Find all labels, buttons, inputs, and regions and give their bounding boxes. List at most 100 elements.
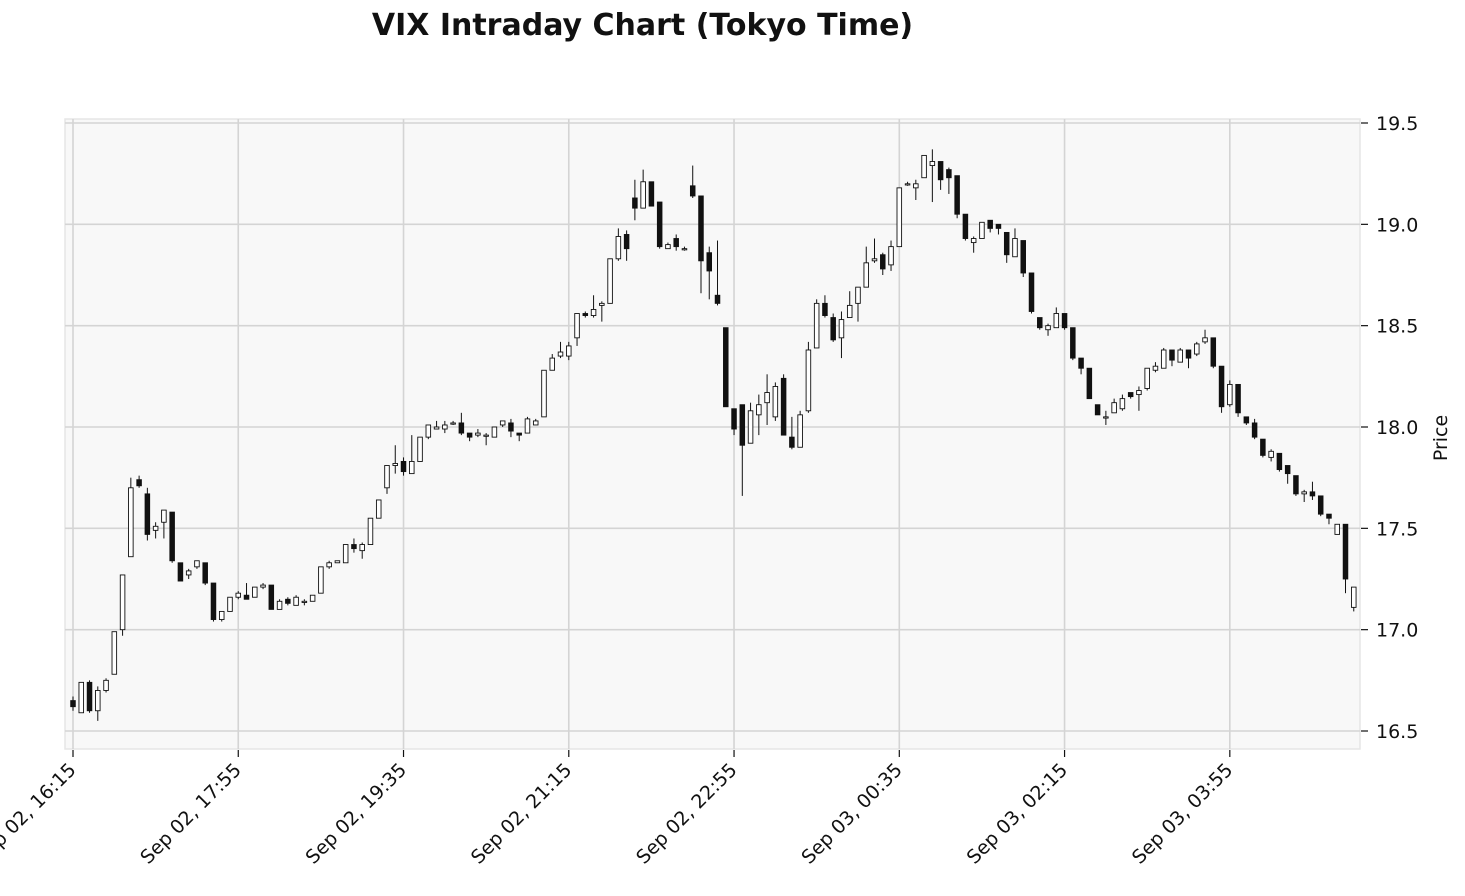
candle: [367, 517, 374, 545]
candle: [276, 599, 283, 610]
candle: [689, 165, 696, 198]
candle-body: [1326, 513, 1332, 519]
candle: [491, 426, 498, 438]
candle-body: [409, 461, 415, 475]
candle-body: [194, 560, 200, 568]
candle: [838, 311, 845, 359]
candle: [210, 582, 217, 622]
candle-body: [119, 574, 126, 631]
candle: [128, 477, 134, 558]
candle: [772, 382, 779, 421]
candle-body: [1284, 465, 1291, 475]
y-tick-label: 18.0: [1376, 417, 1418, 439]
candle-body: [946, 169, 952, 179]
candle-body: [747, 410, 754, 444]
candle: [417, 436, 423, 462]
candle-body: [450, 422, 456, 425]
candle: [599, 301, 605, 322]
candle-body: [185, 570, 192, 576]
candle-body: [1103, 416, 1109, 419]
candle-body: [334, 560, 341, 564]
candle: [185, 568, 192, 579]
candle: [813, 299, 820, 349]
candle: [1086, 367, 1093, 400]
candle: [400, 457, 407, 476]
candle-body: [516, 432, 522, 436]
candle: [830, 313, 836, 342]
candles: [70, 149, 1357, 721]
candle-body: [723, 327, 729, 408]
candle: [1276, 452, 1283, 472]
candle: [309, 594, 316, 602]
candle: [1293, 475, 1299, 496]
candle-body: [483, 434, 489, 437]
candle: [797, 410, 803, 448]
candle-body: [640, 181, 646, 209]
candle: [946, 167, 952, 194]
candle-body: [78, 681, 85, 714]
candle: [136, 475, 142, 488]
candle: [194, 560, 200, 569]
candle: [574, 313, 580, 346]
candle-body: [574, 313, 580, 339]
candle-body: [739, 404, 746, 446]
candle-body: [1012, 238, 1018, 258]
candle: [342, 544, 349, 564]
candle-body: [1268, 450, 1274, 458]
candle-body: [169, 511, 175, 562]
candle-body: [508, 422, 514, 432]
candle: [1045, 323, 1051, 336]
candle-body: [1003, 231, 1010, 256]
candle-body: [714, 294, 721, 304]
candle: [442, 420, 448, 434]
candle: [1094, 404, 1101, 416]
candle: [425, 424, 432, 440]
candle: [1012, 228, 1018, 258]
candle-body: [1169, 349, 1175, 361]
candle-body: [227, 596, 233, 612]
candle-body: [871, 258, 878, 262]
candle: [78, 681, 85, 714]
candle: [458, 412, 465, 436]
candle: [640, 169, 646, 209]
candle: [880, 252, 886, 275]
candle: [144, 487, 151, 541]
candle: [904, 181, 911, 186]
candle-body: [615, 236, 622, 260]
candle-body: [1342, 523, 1349, 580]
candle: [756, 394, 762, 436]
candle-body: [665, 244, 671, 250]
candle: [607, 258, 613, 304]
candle-body: [673, 238, 679, 248]
candle: [1160, 347, 1167, 369]
candle-body: [921, 154, 927, 179]
candle-body: [417, 436, 423, 462]
candle: [929, 149, 936, 203]
candle: [235, 591, 242, 600]
candle: [789, 416, 795, 450]
candle: [987, 219, 993, 233]
candle-body: [1202, 337, 1208, 343]
candle-body: [648, 181, 655, 207]
candle-body: [466, 432, 473, 438]
candle-body: [260, 584, 266, 588]
candle-body: [1119, 398, 1126, 410]
candle-body: [1243, 416, 1250, 424]
candle: [921, 154, 927, 179]
candle-body: [177, 562, 184, 582]
candle-body: [1037, 317, 1043, 329]
candle-body: [1070, 327, 1076, 359]
candle: [970, 236, 977, 253]
candle: [541, 369, 547, 418]
candle: [70, 696, 76, 711]
candle-body: [838, 319, 845, 339]
candle: [1070, 327, 1076, 361]
candle: [937, 161, 944, 190]
y-tick-label: 19.5: [1376, 113, 1418, 135]
candle: [268, 584, 275, 610]
candle: [557, 341, 564, 359]
candle: [1111, 398, 1117, 414]
candle-body: [929, 161, 936, 167]
candle-body: [987, 219, 993, 229]
